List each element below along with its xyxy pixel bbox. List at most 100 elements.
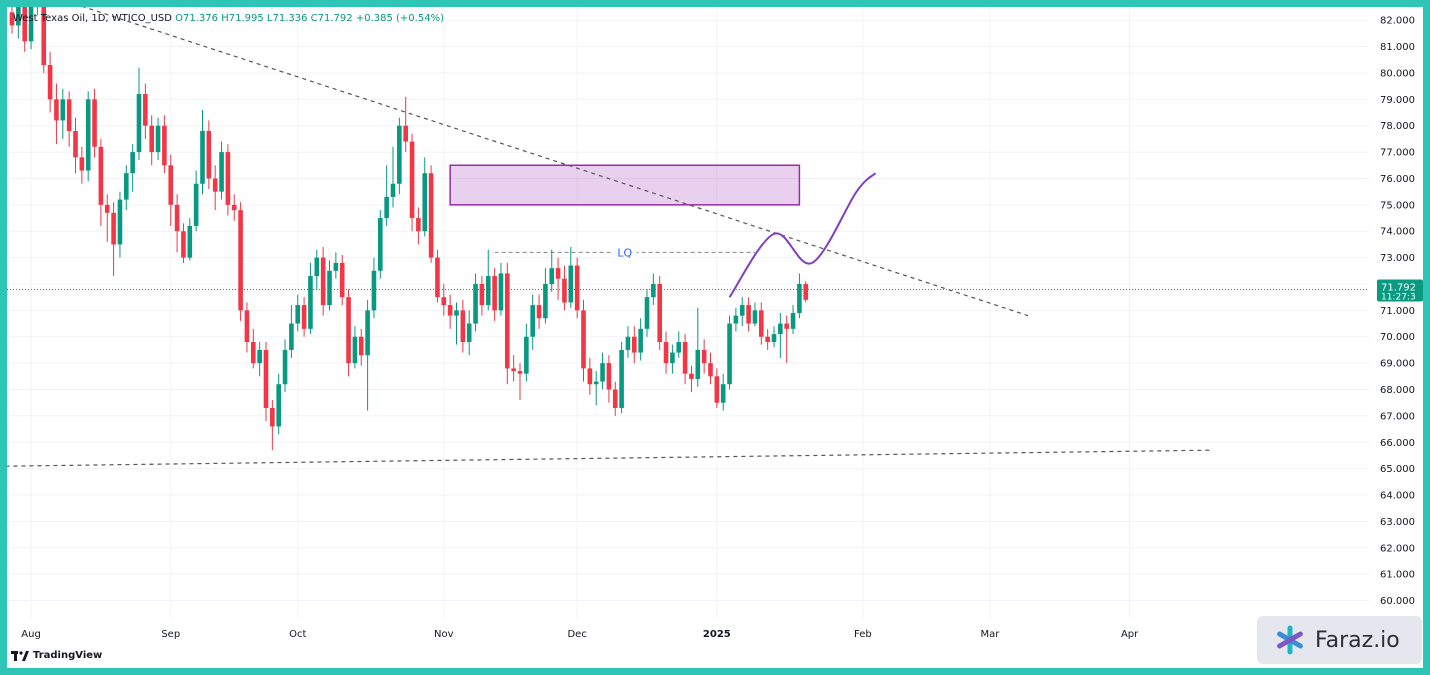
candle: [797, 273, 802, 319]
candle-body: [231, 204, 237, 211]
candle-body: [473, 283, 478, 324]
candle: [708, 352, 713, 385]
candle-body: [193, 183, 199, 226]
candle: [549, 249, 555, 292]
candle-body: [739, 305, 745, 316]
candle-body: [111, 212, 116, 245]
candle-body: [778, 323, 783, 335]
candle: [181, 223, 186, 263]
candle: [117, 191, 123, 258]
candle: [441, 283, 447, 316]
candle: [460, 299, 466, 353]
candle: [771, 326, 777, 348]
candle-body: [168, 165, 174, 205]
candle-body: [549, 268, 555, 284]
candle-body: [606, 363, 612, 390]
candle-body: [714, 376, 720, 403]
candle-body: [644, 297, 650, 329]
candle-body: [409, 141, 415, 219]
candle-body: [727, 323, 732, 385]
candle-body: [276, 384, 281, 427]
candle: [746, 297, 751, 332]
tradingview-label: TradingView: [33, 650, 103, 661]
legend-change: +0.385 (+0.54%): [355, 13, 444, 24]
tradingview-logo[interactable]: TradingView: [11, 650, 102, 661]
candle-body: [225, 152, 231, 205]
x-tick-label: Nov: [434, 629, 454, 640]
candle: [60, 88, 66, 139]
candle-body: [187, 225, 193, 258]
candle-body: [581, 310, 586, 369]
y-tick-label: 74.000: [1380, 227, 1415, 238]
price-tag-box: [1377, 279, 1423, 302]
candle: [231, 194, 237, 221]
candle: [200, 109, 205, 195]
candle-body: [54, 99, 59, 121]
candle: [187, 218, 193, 261]
y-tick-label: 79.000: [1380, 95, 1415, 106]
x-tick-label: Dec: [567, 629, 586, 640]
x-axis: Aug Sep Oct Nov Dec 2025 Feb Mar Apr: [21, 629, 1139, 640]
candle-body: [485, 276, 491, 306]
candle: [473, 273, 478, 332]
y-tick-label: 80.000: [1380, 68, 1415, 79]
candle-body: [689, 373, 694, 379]
candle: [657, 276, 662, 350]
candle-body: [803, 283, 809, 300]
candle: [314, 249, 320, 290]
candle-body: [66, 99, 72, 131]
candle-body: [479, 283, 485, 306]
candle: [612, 381, 618, 416]
candle: [606, 355, 612, 403]
candle: [511, 355, 516, 382]
candle-body: [638, 328, 643, 353]
legend-symbol: West Texas Oil, 1D, WTICO_USD: [13, 13, 172, 24]
candle: [714, 368, 720, 408]
candle: [244, 302, 250, 353]
y-tick-label: 73.000: [1380, 253, 1415, 264]
candle: [36, 7, 38, 15]
candlestick-chart[interactable]: LQ 82.000 81.000 80.000 79.000 78.000 77.000 76…: [7, 7, 1423, 668]
candle-body: [60, 99, 66, 121]
candle: [466, 310, 472, 356]
candle: [739, 297, 745, 327]
candle: [41, 7, 47, 73]
candle-body: [536, 305, 542, 319]
candle: [130, 144, 135, 192]
candle-body: [587, 368, 593, 385]
y-tick-label: 63.000: [1380, 517, 1415, 528]
candle-body: [676, 342, 682, 353]
candle: [346, 289, 351, 377]
y-tick-label: 70.000: [1380, 332, 1415, 343]
candle-body: [600, 363, 605, 382]
candle-body: [562, 278, 567, 303]
chart-legend: West Texas Oil, 1D, WTICO_USD O71.376 H7…: [13, 13, 444, 24]
candle: [485, 249, 491, 311]
candle-body: [104, 204, 110, 213]
candle: [682, 334, 688, 385]
x-tick-label: 2025: [703, 629, 731, 640]
candle-body: [238, 210, 243, 311]
candle-body: [568, 265, 574, 303]
candle: [651, 273, 656, 306]
candle-body: [447, 305, 453, 316]
candle-body: [574, 265, 580, 311]
candle-body: [9, 12, 15, 26]
candle-body: [282, 349, 288, 385]
candle-body: [708, 363, 713, 377]
candle-body: [136, 94, 142, 153]
candle: [689, 365, 694, 393]
chart-frame: LQ 82.000 81.000 80.000 79.000 78.000 77.000 76…: [7, 7, 1423, 668]
candle: [270, 400, 275, 451]
y-tick-label: 71.000: [1380, 306, 1415, 317]
candle-body: [85, 99, 91, 171]
candle-body: [149, 125, 154, 153]
candle-body: [403, 125, 408, 142]
candle-body: [308, 276, 313, 329]
candle: [378, 210, 383, 279]
candle: [47, 51, 53, 113]
candle-body: [79, 157, 85, 171]
candle: [784, 315, 789, 364]
candle: [695, 307, 701, 387]
candle-body: [625, 336, 631, 350]
